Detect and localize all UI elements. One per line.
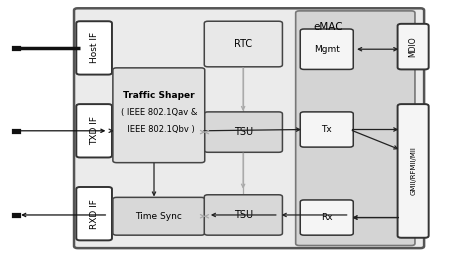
- FancyBboxPatch shape: [204, 21, 282, 67]
- FancyBboxPatch shape: [398, 104, 429, 238]
- FancyBboxPatch shape: [76, 21, 112, 75]
- Text: Rx: Rx: [321, 213, 333, 222]
- FancyBboxPatch shape: [300, 200, 353, 235]
- Text: Host IF: Host IF: [90, 32, 99, 63]
- Text: GMII/RFMII/MII: GMII/RFMII/MII: [410, 147, 416, 195]
- Text: IEEE 802.1Qbv ): IEEE 802.1Qbv ): [122, 125, 195, 134]
- FancyBboxPatch shape: [300, 112, 353, 147]
- FancyBboxPatch shape: [300, 29, 353, 69]
- FancyBboxPatch shape: [113, 197, 205, 235]
- Text: Time Sync: Time Sync: [135, 212, 182, 221]
- FancyBboxPatch shape: [76, 104, 112, 157]
- FancyBboxPatch shape: [76, 187, 112, 240]
- FancyBboxPatch shape: [113, 68, 205, 163]
- Text: Traffic Shaper: Traffic Shaper: [123, 91, 195, 100]
- Text: Tx: Tx: [321, 125, 332, 134]
- Text: MDIO: MDIO: [409, 36, 418, 57]
- Text: TXD IF: TXD IF: [90, 116, 99, 145]
- Text: Mgmt: Mgmt: [314, 45, 340, 54]
- Text: RTC: RTC: [234, 39, 252, 49]
- FancyBboxPatch shape: [204, 195, 282, 235]
- FancyBboxPatch shape: [398, 24, 429, 69]
- Text: TSU: TSU: [234, 127, 253, 137]
- Text: TSU: TSU: [234, 210, 253, 220]
- Text: eMAC: eMAC: [313, 22, 343, 32]
- FancyBboxPatch shape: [74, 8, 424, 248]
- Text: RXD IF: RXD IF: [90, 199, 99, 229]
- Text: ( IEEE 802.1Qav &: ( IEEE 802.1Qav &: [121, 108, 197, 117]
- FancyBboxPatch shape: [204, 112, 282, 152]
- FancyBboxPatch shape: [296, 11, 415, 246]
